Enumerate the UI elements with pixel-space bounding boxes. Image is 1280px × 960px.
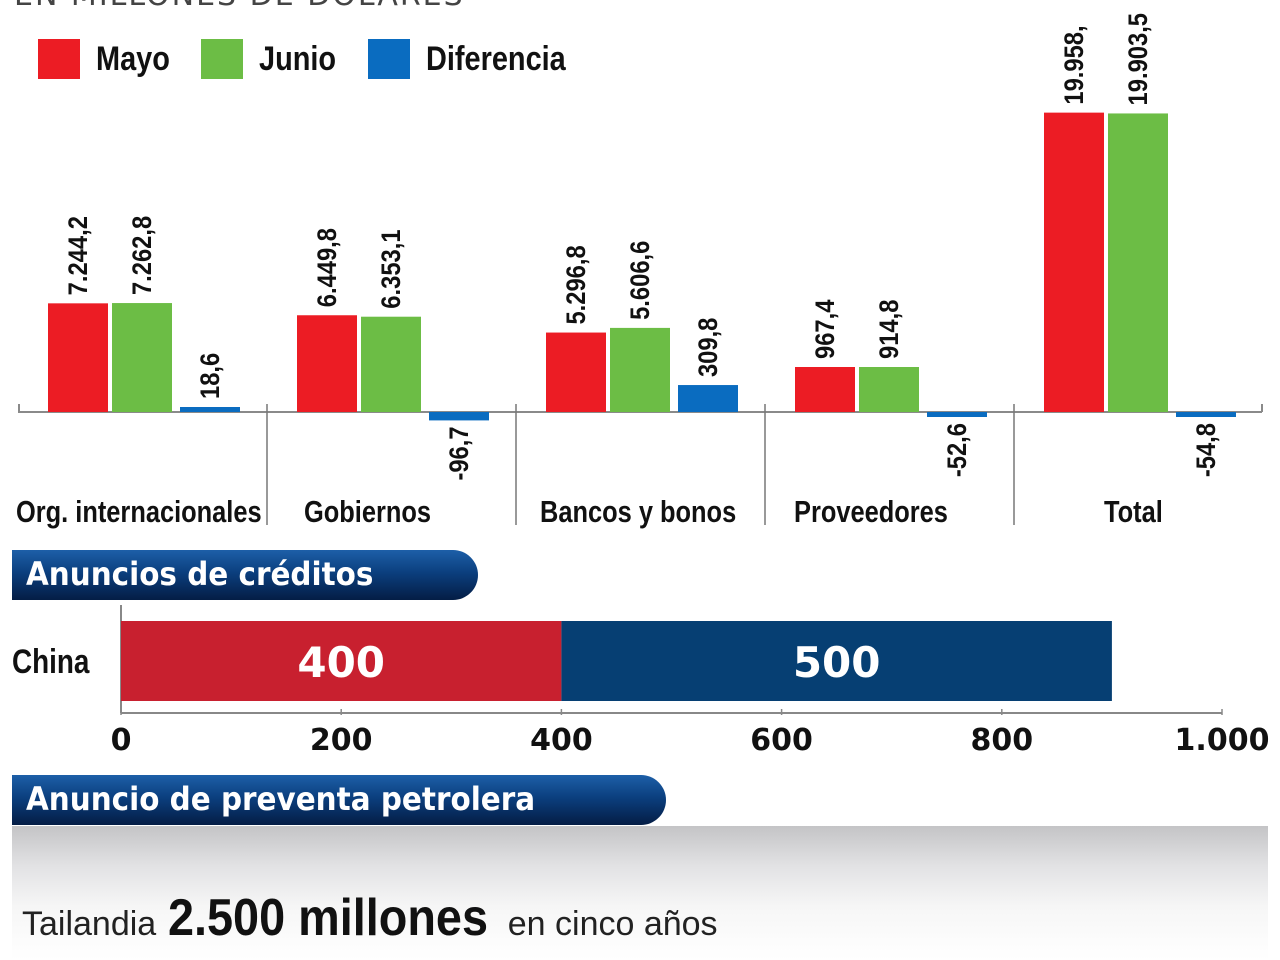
value-label: 967,4 [811, 300, 841, 359]
x-tick-label: 800 [970, 723, 1033, 758]
legend-item-mayo: Mayo [38, 39, 183, 79]
value-label: 18,6 [196, 353, 226, 399]
presale-panel [12, 826, 1268, 960]
bar-diferencia-3 [927, 412, 987, 417]
legend-label: Mayo [96, 39, 170, 78]
x-tick-label: 1.000 [1175, 723, 1270, 758]
bar-junio-4 [1108, 113, 1168, 412]
presale-country: Tailandia [22, 905, 157, 943]
presale-line: Tailandia 2.500 millones en cinco años [22, 888, 718, 948]
bar-mayo-4 [1044, 112, 1104, 412]
chart-subtitle: EN MILLONES DE DÓLARES [14, 0, 465, 13]
value-label: -96,7 [445, 426, 475, 480]
bar-junio-3 [859, 367, 919, 412]
value-label: 7.244,2 [64, 216, 94, 295]
presale-period: en cinco años [507, 905, 718, 943]
bar-segment-1 [121, 621, 562, 701]
x-tick-label: 400 [530, 723, 593, 758]
bar-diferencia-1 [429, 412, 489, 421]
grouped-bar-chart: 7.244,2 7.262,8 18,6 Org. internacionales 6.… [16, 13, 1263, 530]
bar-junio-0 [112, 303, 172, 412]
legend-item-diferencia: Diferencia [367, 39, 590, 79]
section-title-presale: Anuncio de preventa petrolera [26, 780, 536, 818]
legend-swatch-junio [200, 39, 243, 79]
category-label: Total [1104, 495, 1163, 530]
legend-label: Junio [258, 39, 336, 78]
bar-mayo-3 [795, 367, 855, 412]
value-label: 5.296,8 [562, 245, 592, 324]
category-label: Org. internacionales [16, 495, 262, 530]
value-label: 309,8 [694, 318, 724, 377]
bar-diferencia-0 [180, 407, 240, 412]
credits-bar-chart: 0 200 400 600 800 1.000 400 500 China [12, 605, 1270, 758]
value-label: 19.903,5 [1124, 13, 1154, 105]
category-label: China [12, 642, 90, 680]
bar-mayo-1 [297, 315, 357, 412]
bar-mayo-0 [48, 303, 108, 412]
legend-swatch-diferencia [367, 39, 410, 79]
legend-label: Diferencia [425, 39, 566, 78]
section-title-credits: Anuncios de créditos [26, 555, 374, 593]
value-label: -54,8 [1192, 423, 1222, 477]
value-label: 5.606,6 [626, 241, 656, 320]
legend-swatch-mayo [38, 39, 80, 79]
presale-amount: 2.500 millones [168, 889, 489, 947]
x-tick-label: 200 [310, 723, 373, 758]
bar-segment-label: 500 [793, 638, 881, 687]
category-label: Bancos y bonos [540, 495, 736, 530]
value-label: 6.353,1 [377, 229, 407, 308]
value-label: 914,8 [875, 300, 905, 359]
bar-junio-2 [610, 327, 670, 412]
value-label: 19.958, [1060, 25, 1090, 104]
x-tick-label: 0 [111, 723, 132, 758]
bar-segment-label: 400 [297, 638, 385, 687]
section-banner-presale: Anuncio de preventa petrolera [12, 775, 666, 825]
bar-segment-2 [561, 621, 1112, 701]
bar-diferencia-2 [678, 385, 738, 412]
value-label: -52,6 [943, 423, 973, 477]
legend: Mayo Junio Diferencia [38, 38, 608, 80]
section-banner-credits: Anuncios de créditos [12, 550, 478, 600]
category-label: Gobiernos [304, 495, 431, 530]
legend-item-junio: Junio [200, 39, 350, 79]
category-label: Proveedores [794, 495, 948, 530]
bar-mayo-2 [546, 332, 606, 412]
value-label: 7.262,8 [128, 216, 158, 295]
value-label: 6.449,8 [313, 228, 343, 307]
x-tick-label: 600 [750, 723, 813, 758]
bar-diferencia-4 [1176, 412, 1236, 417]
bar-junio-1 [361, 316, 421, 412]
